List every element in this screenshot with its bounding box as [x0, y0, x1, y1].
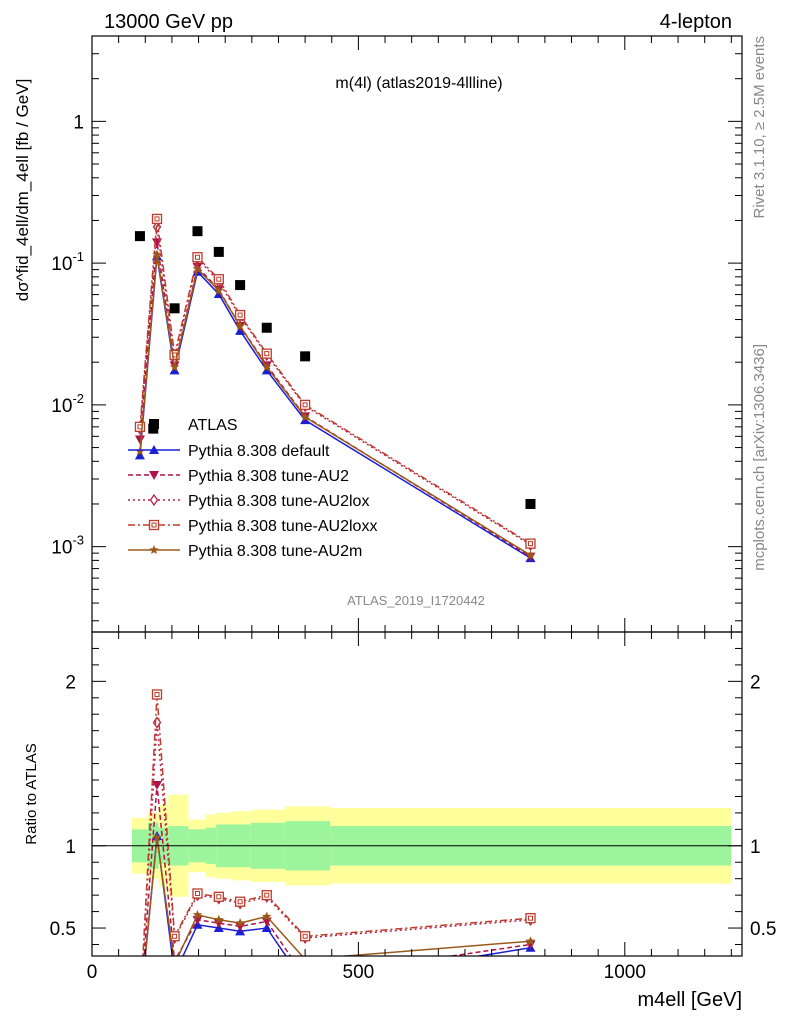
- x-tick-label: 500: [343, 962, 375, 983]
- legend-marker-pythia-8-308-tune-au2lox: [149, 493, 159, 507]
- ratio-y-tick-label-right: 0.5: [750, 919, 776, 940]
- ratio-y-tick-label-right: 2: [750, 672, 761, 693]
- ratio-point-pythia-8-308-tune-au2m: [235, 918, 245, 928]
- legend-label-pythia-8-308-tune-au2lox: Pythia 8.308 tune-AU2lox: [188, 493, 369, 510]
- point-pythia-8-308-default: [134, 450, 145, 460]
- point-pythia-8-308-tune-au2loxx: [192, 252, 203, 263]
- point-pythia-8-308-tune-au2loxx: [151, 213, 163, 225]
- x-tick-label: 1000: [604, 962, 646, 983]
- ratio-point-pythia-8-308-tune-au2loxx: [151, 689, 163, 700]
- atlas-point: [192, 226, 203, 237]
- point-pythia-8-308-tune-au2m: [192, 263, 203, 273]
- point-pythia-8-308-tune-au2loxx: [525, 538, 536, 549]
- point-pythia-8-308-tune-au2m: [300, 412, 310, 422]
- ratio-y-tick-label-right: 1: [750, 837, 761, 858]
- ratio-point-pythia-8-308-tune-au2m: [525, 936, 536, 946]
- source-label: mcplots.cern.ch [arXiv:1306.3436]: [751, 344, 768, 571]
- point-pythia-8-308-tune-au2m: [169, 362, 180, 372]
- header-left: 13000 GeV pp: [104, 11, 233, 33]
- y-tick-label: 10-3: [51, 533, 84, 559]
- rivet-label: Rivet 3.1.10, ≥ 2.5M events: [751, 36, 768, 219]
- atlas-point: [300, 351, 311, 362]
- legend: ATLAS Pythia 8.308 default Pythia 8.308 tu…: [128, 417, 377, 560]
- ratio-point-pythia-8-308-tune-au2m: [192, 909, 203, 919]
- ratio-point-pythia-8-308-tune-au2m: [152, 832, 162, 842]
- legend-label-pythia-8-308-default: Pythia 8.308 default: [188, 443, 330, 460]
- legend-marker-pythia-8-308-tune-au2m: [149, 545, 159, 554]
- atlas-point: [169, 303, 180, 314]
- legend-label-pythia-8-308-tune-au2m: Pythia 8.308 tune-AU2m: [188, 543, 362, 560]
- point-pythia-8-308-tune-au2loxx: [261, 348, 272, 359]
- ratio-y-tick-label: 1: [65, 837, 76, 858]
- y-tick-label: 1: [73, 112, 84, 133]
- ratio-point-pythia-8-308-tune-au2loxx: [192, 888, 203, 899]
- ratio-y-tick-label: 2: [65, 672, 76, 693]
- chart-title: m(4l) (atlas2019-4llline): [335, 75, 502, 92]
- ratio-line-pythia-8-308-tune-au2: [143, 784, 531, 956]
- ratio-y-label: Ratio to ATLAS: [23, 743, 40, 844]
- x-axis-label: m4ell [GeV]: [638, 989, 742, 1011]
- point-pythia-8-308-tune-au2m: [214, 285, 224, 295]
- y-tick-label: 10-2: [51, 391, 84, 417]
- legend-marker-pythia-8-308-default: [149, 445, 159, 454]
- point-pythia-8-308-tune-au2m: [135, 446, 145, 456]
- ratio-line-pythia-8-308-tune-au2lox: [142, 722, 531, 956]
- point-pythia-8-308-tune-au2loxx: [234, 309, 246, 321]
- ratio-y-tick-label: 0.5: [50, 919, 76, 940]
- ratio-point-pythia-8-308-default: [261, 923, 272, 933]
- legend-marker-pythia-8-308-tune-au2loxx: [148, 519, 160, 531]
- ratio-point-pythia-8-308-tune-au2loxx: [299, 931, 311, 942]
- main-y-label: dσ^fid_4ell/dm_4ell [fb / GeV]: [13, 79, 32, 302]
- main-series: [134, 213, 536, 563]
- legend-marker-pythia-8-308-tune-au2: [149, 471, 159, 480]
- legend-marker-atlas: [149, 419, 159, 429]
- atlas-point: [261, 322, 272, 333]
- ratio-point-pythia-8-308-tune-au2m: [262, 911, 272, 921]
- series-line-pythia-8-308-tune-au2m: [139, 254, 531, 556]
- legend-label-pythia-8-308-tune-au2loxx: Pythia 8.308 tune-AU2loxx: [188, 518, 377, 535]
- ratio-point-pythia-8-308-tune-au2: [235, 922, 246, 932]
- series-line-pythia-8-308-default: [139, 255, 531, 559]
- watermark: ATLAS_2019_I1720442: [347, 593, 485, 608]
- ratio-series: [92, 689, 742, 956]
- point-pythia-8-308-tune-au2: [134, 435, 145, 445]
- x-tick-label: 0: [87, 962, 98, 983]
- y-tick-label: 10-1: [51, 249, 84, 275]
- point-pythia-8-308-tune-au2m: [525, 550, 536, 560]
- ratio-point-pythia-8-308-tune-au2m: [214, 914, 224, 924]
- legend-label-pythia-8-308-tune-au2: Pythia 8.308 tune-AU2: [188, 468, 349, 485]
- atlas-point: [525, 498, 536, 509]
- atlas-point: [235, 280, 246, 291]
- ratio-point-pythia-8-308-tune-au2: [213, 919, 224, 929]
- point-pythia-8-308-tune-au2m: [152, 249, 162, 259]
- ratio-point-pythia-8-308-tune-au2: [152, 780, 162, 790]
- ratio-frame: [91, 631, 743, 957]
- ratio-point-pythia-8-308-tune-au2: [525, 940, 536, 950]
- ratio-point-pythia-8-308-tune-au2loxx: [213, 891, 224, 902]
- atlas-point: [134, 231, 145, 242]
- point-pythia-8-308-tune-au2m: [262, 362, 272, 372]
- ratio-point-pythia-8-308-tune-au2loxx: [234, 896, 246, 907]
- atlas-point: [213, 246, 224, 257]
- point-pythia-8-308-tune-au2loxx: [213, 274, 224, 285]
- point-pythia-8-308-tune-au2m: [235, 321, 245, 331]
- legend-label-atlas: ATLAS: [188, 417, 238, 434]
- ratio-point-pythia-8-308-tune-au2loxx: [261, 889, 272, 901]
- header-right: 4-lepton: [660, 11, 732, 33]
- ratio-point-pythia-8-308-tune-au2loxx: [525, 913, 536, 924]
- ratio-line-pythia-8-308-tune-au2loxx: [142, 694, 531, 956]
- point-pythia-8-308-tune-au2loxx: [299, 399, 311, 411]
